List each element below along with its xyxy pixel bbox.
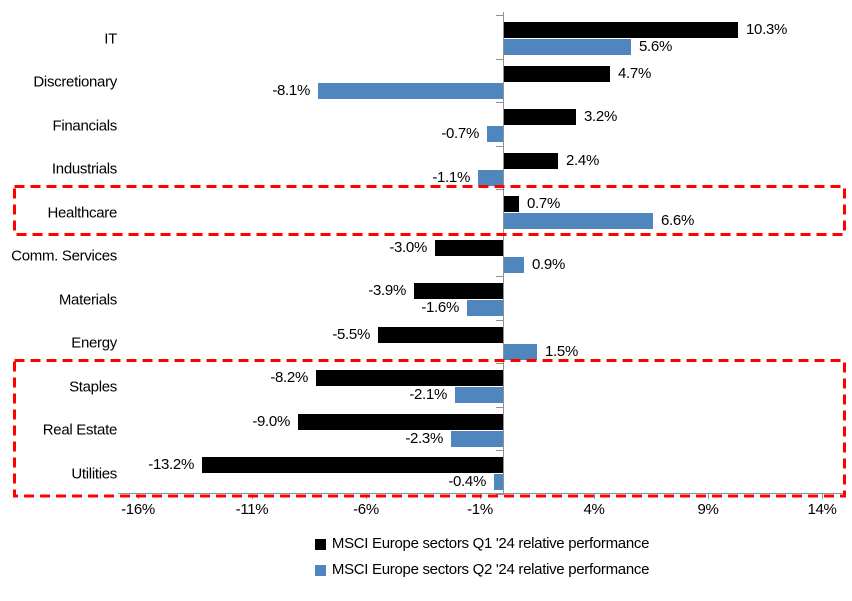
legend-label-q1: MSCI Europe sectors Q1 '24 relative perf… <box>331 535 650 552</box>
category-label-healthcare: Healthcare <box>47 204 117 221</box>
category-label-real-estate: Real Estate <box>42 421 118 439</box>
value-axis-tick <box>252 493 253 499</box>
category-axis-tick <box>496 450 504 451</box>
bar-q2-staples <box>455 387 503 403</box>
value-axis <box>118 493 846 494</box>
value-label-q2-industrials: -1.1% <box>432 169 470 186</box>
bar-q1-industrials <box>503 153 558 169</box>
value-axis-label-1: -1% <box>467 501 493 518</box>
bar-q1-real-estate <box>298 414 503 430</box>
bar-q1-discretionary <box>503 66 610 82</box>
category-label-financials: Financials <box>52 117 117 134</box>
bar-q2-healthcare <box>503 213 653 229</box>
legend-swatch-q2-icon <box>314 564 326 576</box>
category-axis-tick <box>496 102 504 103</box>
value-label-q2-healthcare: 6.6% <box>661 212 694 229</box>
bar-q2-materials <box>467 300 503 316</box>
bar-q1-energy <box>378 327 503 343</box>
bar-q2-real-estate <box>451 431 503 447</box>
value-label-q2-financials: -0.7% <box>441 125 479 142</box>
bar-q1-materials <box>414 283 503 299</box>
bar-q1-financials <box>503 109 576 125</box>
value-axis-label-14: 14% <box>807 501 837 518</box>
value-axis-label-11: -11% <box>235 501 269 518</box>
category-axis-tick <box>496 407 504 408</box>
category-axis <box>503 12 504 494</box>
bar-q2-discretionary <box>318 83 503 99</box>
value-axis-label-9: 9% <box>697 501 719 518</box>
value-label-q2-staples: -2.1% <box>409 386 447 403</box>
bar-q2-it <box>503 39 631 55</box>
value-label-q1-materials: -3.9% <box>368 282 406 299</box>
category-label-comm-services: Comm. Services <box>11 247 117 265</box>
bar-q1-staples <box>316 370 503 386</box>
value-label-q1-energy: -5.5% <box>332 326 370 343</box>
value-label-q1-real-estate: -9.0% <box>252 413 290 430</box>
category-label-it: IT <box>104 30 117 47</box>
bar-q2-utilities <box>494 474 503 490</box>
category-axis-tick <box>496 59 504 60</box>
bar-q1-comm-services <box>435 240 503 256</box>
value-label-q2-energy: 1.5% <box>545 343 578 360</box>
value-label-q2-real-estate: -2.3% <box>405 430 443 447</box>
value-label-q2-utilities: -0.4% <box>448 473 486 490</box>
bar-q1-utilities <box>202 457 503 473</box>
legend-label-q2: MSCI Europe sectors Q2 '24 relative perf… <box>331 561 650 578</box>
bar-q2-comm-services <box>503 257 524 273</box>
bar-q2-industrials <box>478 170 503 186</box>
value-label-q1-industrials: 2.4% <box>566 152 599 169</box>
value-label-q1-healthcare: 0.7% <box>527 195 560 212</box>
category-axis-tick <box>496 320 504 321</box>
value-label-q2-it: 5.6% <box>639 38 672 55</box>
value-label-q2-materials: -1.6% <box>421 299 459 316</box>
category-label-materials: Materials <box>58 291 117 308</box>
category-label-utilities: Utilities <box>71 465 117 482</box>
value-label-q2-discretionary: -8.1% <box>272 82 310 99</box>
bar-q1-healthcare <box>503 196 519 212</box>
category-axis-tick <box>496 276 504 277</box>
bar-q2-energy <box>503 344 537 360</box>
legend-item-q1: MSCI Europe sectors Q1 '24 relative perf… <box>314 535 650 553</box>
category-label-industrials: Industrials <box>51 160 117 178</box>
category-label-discretionary: Discretionary <box>33 73 117 91</box>
value-label-q1-it: 10.3% <box>746 21 788 38</box>
value-axis-label-4: 4% <box>583 501 605 518</box>
value-axis-tick <box>138 493 139 499</box>
bar-q2-financials <box>487 126 503 142</box>
value-axis-tick <box>822 493 823 499</box>
value-axis-tick <box>480 493 481 499</box>
category-axis-tick <box>496 233 504 234</box>
category-label-energy: Energy <box>71 334 117 352</box>
category-axis-tick <box>496 15 504 16</box>
value-axis-label-16: -16% <box>121 501 155 518</box>
value-label-q1-comm-services: -3.0% <box>389 239 427 256</box>
value-label-q1-financials: 3.2% <box>584 108 617 125</box>
value-axis-label-6: -6% <box>353 501 379 518</box>
category-axis-tick <box>496 146 504 147</box>
value-axis-tick <box>366 493 367 499</box>
value-label-q1-staples: -8.2% <box>270 369 308 386</box>
category-axis-tick <box>496 363 504 364</box>
legend-swatch-q1-icon <box>314 538 326 550</box>
category-label-staples: Staples <box>69 378 117 395</box>
category-axis-tick <box>496 189 504 190</box>
value-axis-tick <box>708 493 709 499</box>
value-axis-tick <box>594 493 595 499</box>
value-label-q1-utilities: -13.2% <box>148 456 194 473</box>
legend: MSCI Europe sectors Q1 '24 relative perf… <box>118 535 846 587</box>
bar-q1-it <box>503 22 738 38</box>
category-axis-tick <box>496 494 504 495</box>
legend-item-q2: MSCI Europe sectors Q2 '24 relative perf… <box>314 561 650 579</box>
value-label-q1-discretionary: 4.7% <box>618 65 651 82</box>
value-label-q2-comm-services: 0.9% <box>532 256 565 273</box>
